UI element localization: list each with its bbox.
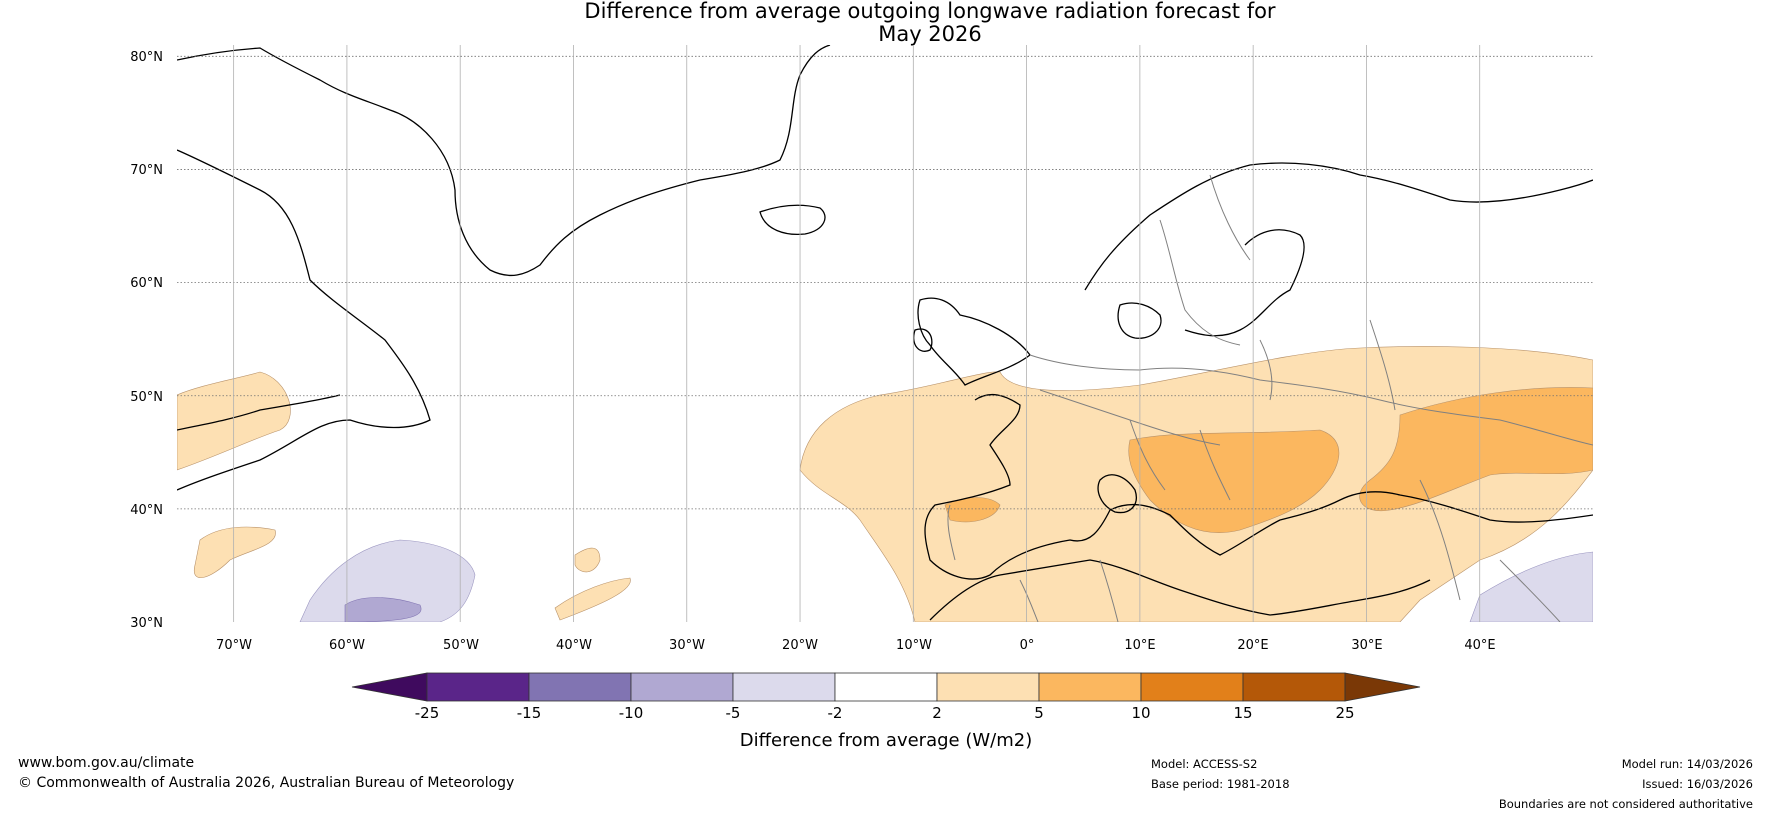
anomaly-region-negative-atlantic bbox=[299, 539, 476, 622]
lon-label: 30°W bbox=[669, 638, 705, 653]
footer-url: www.bom.gov.au/climate bbox=[18, 755, 195, 771]
colorbar-tick-label: -25 bbox=[415, 704, 440, 722]
colorbar-tick-label: 15 bbox=[1233, 704, 1252, 722]
colorbar-arrow-low bbox=[351, 672, 428, 702]
colorbar-tick-label: -10 bbox=[619, 704, 644, 722]
anomaly-region-mid-atlantic-3 bbox=[574, 547, 601, 573]
lon-label: 20°W bbox=[782, 638, 818, 653]
colorbar-tick-labels: -25 -15 -10 -5 -2 2 5 10 15 25 bbox=[415, 704, 1355, 722]
lon-label: 40°W bbox=[556, 638, 592, 653]
colorbar-segment bbox=[426, 672, 530, 702]
longitude-gridlines bbox=[233, 45, 1481, 622]
anomaly-region-negative-east bbox=[1469, 551, 1593, 622]
colorbar-segment bbox=[630, 672, 734, 702]
lon-label: 40°E bbox=[1464, 638, 1495, 653]
anomaly-region-negative-core bbox=[344, 597, 422, 622]
gridlines bbox=[177, 45, 1593, 622]
colorbar-tick-label: 10 bbox=[1131, 704, 1150, 722]
anomaly-region-mid-atlantic-1 bbox=[193, 526, 276, 579]
latitude-labels: 80°N 70°N 60°N 50°N 40°N 30°N bbox=[130, 50, 163, 631]
map-title-line2: May 2026 bbox=[878, 22, 982, 46]
footer-base-period: Base period: 1981-2018 bbox=[1151, 777, 1290, 791]
lon-label: 50°W bbox=[443, 638, 479, 653]
footer-issued: Issued: 16/03/2026 bbox=[1642, 777, 1753, 791]
longitude-labels: 70°W 60°W 50°W 40°W 30°W 20°W 10°W 0° 10… bbox=[216, 638, 1496, 653]
colorbar-segment bbox=[1038, 672, 1142, 702]
colorbar-tick-label: 5 bbox=[1034, 704, 1044, 722]
lon-label: 0° bbox=[1020, 638, 1035, 653]
colorbar-segment bbox=[834, 672, 938, 702]
lon-label: 70°W bbox=[216, 638, 252, 653]
anomaly-region-mid-atlantic-2 bbox=[554, 577, 631, 621]
colorbar-segment bbox=[732, 672, 836, 702]
colorbar-segment bbox=[1140, 672, 1244, 702]
lat-label: 40°N bbox=[130, 503, 163, 518]
coastlines bbox=[177, 45, 1593, 621]
map-title-line1: Difference from average outgoing longwav… bbox=[584, 0, 1276, 23]
colorbar-segment bbox=[1242, 672, 1346, 702]
colorbar-tick-label: 25 bbox=[1335, 704, 1354, 722]
lon-label: 60°W bbox=[329, 638, 365, 653]
colorbar-tick-label: -5 bbox=[726, 704, 741, 722]
map-area bbox=[177, 45, 1593, 622]
footer-model-run: Model run: 14/03/2026 bbox=[1621, 757, 1753, 771]
latitude-gridlines bbox=[177, 55, 1593, 510]
colorbar-tick-label: -2 bbox=[828, 704, 843, 722]
map-title: Difference from average outgoing longwav… bbox=[0, 0, 1770, 46]
lon-label: 30°E bbox=[1351, 638, 1382, 653]
lat-label: 50°N bbox=[130, 390, 163, 405]
colorbar: -25 -15 -10 -5 -2 2 5 10 15 25 Differenc… bbox=[351, 672, 1421, 751]
colorbar-title: Difference from average (W/m2) bbox=[740, 730, 1032, 751]
lat-label: 60°N bbox=[130, 276, 163, 291]
lat-label: 70°N bbox=[130, 163, 163, 178]
lat-label: 30°N bbox=[130, 616, 163, 631]
footer-model: Model: ACCESS-S2 bbox=[1151, 757, 1258, 771]
lon-label: 10°W bbox=[896, 638, 932, 653]
colorbar-segments bbox=[351, 672, 1421, 702]
colorbar-tick-label: 2 bbox=[932, 704, 942, 722]
lon-label: 20°E bbox=[1237, 638, 1268, 653]
colorbar-segment bbox=[528, 672, 632, 702]
footer-disclaimer: Boundaries are not considered authoritat… bbox=[1498, 797, 1753, 811]
colorbar-tick-label: -15 bbox=[517, 704, 542, 722]
anomaly-region-balkans bbox=[1128, 429, 1340, 533]
footer-copyright: © Commonwealth of Australia 2026, Austra… bbox=[18, 775, 515, 791]
lat-label: 80°N bbox=[130, 50, 163, 65]
colorbar-arrow-high bbox=[1344, 672, 1421, 702]
colorbar-segment bbox=[936, 672, 1040, 702]
country-borders bbox=[947, 174, 1593, 622]
lon-label: 10°E bbox=[1124, 638, 1155, 653]
